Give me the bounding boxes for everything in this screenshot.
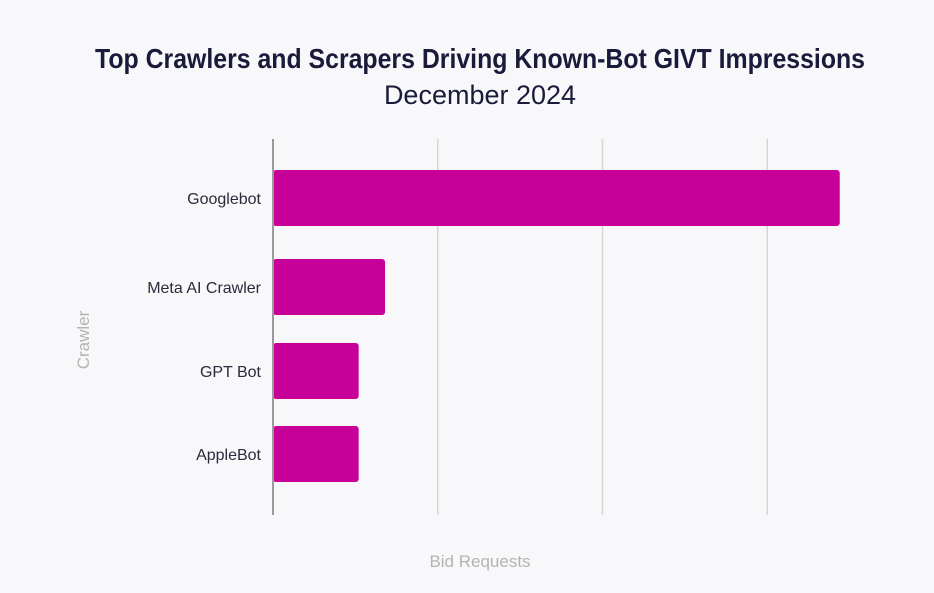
category-label: GPT Bot: [200, 364, 262, 381]
bars: [273, 170, 840, 482]
chart-subtitle: December 2024: [384, 80, 576, 110]
category-label: Meta AI Crawler: [147, 280, 261, 297]
category-label: AppleBot: [196, 447, 261, 464]
chart-title: Top Crawlers and Scrapers Driving Known-…: [95, 43, 865, 74]
bar-meta-ai-crawler: [273, 259, 386, 315]
bar-googlebot: [273, 170, 840, 226]
bar-applebot: [273, 426, 359, 482]
x-axis-title: Bid Requests: [429, 552, 530, 571]
category-labels: Googlebot Meta AI Crawler GPT Bot AppleBot: [147, 191, 261, 464]
category-label: Googlebot: [187, 191, 261, 208]
y-axis-title: Crawler: [74, 310, 93, 369]
bar-gpt-bot: [273, 343, 359, 399]
